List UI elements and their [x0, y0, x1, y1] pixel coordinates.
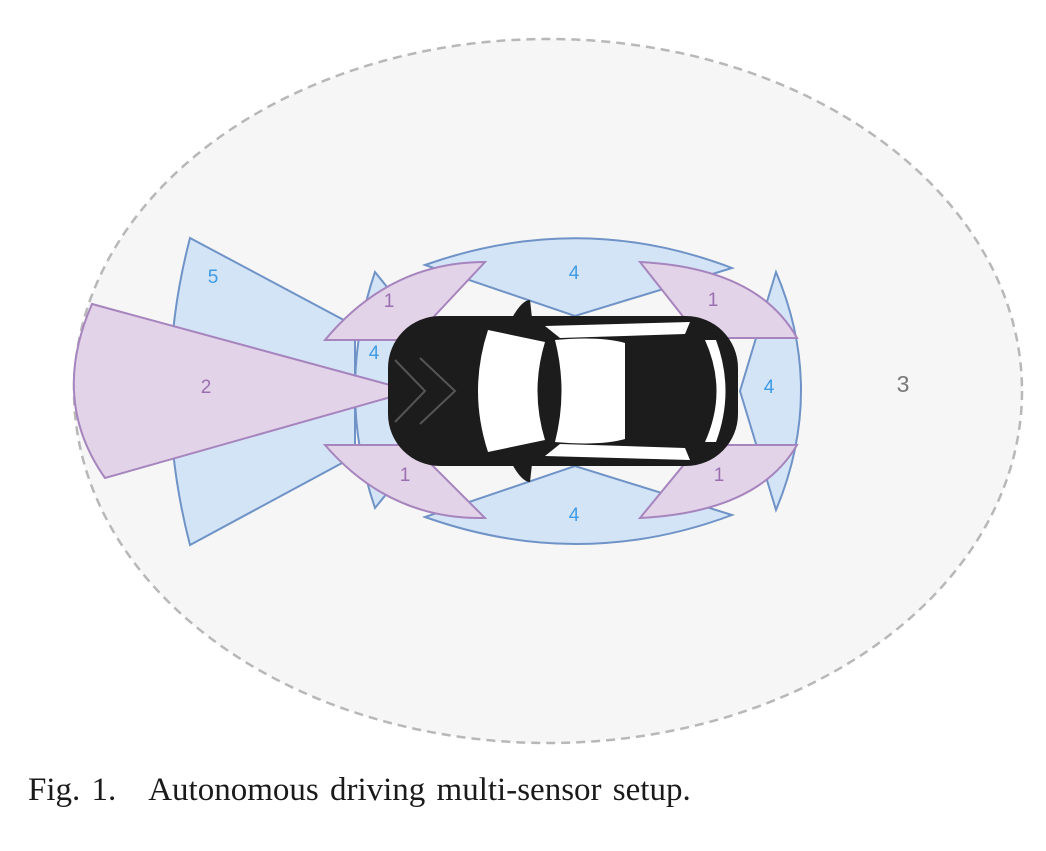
- label-rear-short-range: 4: [369, 343, 380, 364]
- label-rear-center: 2: [201, 377, 212, 398]
- side-top-zone: [421, 237, 736, 318]
- corner-bottom-left-zone: [322, 444, 488, 520]
- sensor-diagram: 5 2 4 4 4 4 1 1 1 1 3: [72, 37, 1024, 745]
- corner-top-right-zone: [637, 260, 799, 339]
- label-front: 4: [764, 377, 775, 398]
- label-corner-bottom-left: 1: [400, 465, 411, 486]
- figure-caption: Fig. 1. Autonomous driving multi-sensor …: [28, 772, 691, 809]
- label-corner-bottom-right: 1: [714, 465, 725, 486]
- label-corner-top-right: 1: [708, 290, 719, 311]
- label-side-top: 4: [569, 263, 580, 284]
- label-corner-top-left: 1: [384, 291, 395, 312]
- side-bottom-zone: [421, 464, 736, 545]
- corner-bottom-right-zone: [637, 444, 799, 520]
- rear-center-zone: [72, 302, 416, 480]
- car-icon: [388, 300, 738, 482]
- corner-top-left-zone: [322, 260, 488, 341]
- label-side-bottom: 4: [569, 505, 580, 526]
- caption-text: Autonomous driving multi-sensor setup.: [148, 772, 691, 808]
- label-surround: 3: [897, 371, 910, 397]
- label-rear-long-range: 5: [208, 267, 219, 288]
- caption-number: Fig. 1.: [28, 772, 117, 808]
